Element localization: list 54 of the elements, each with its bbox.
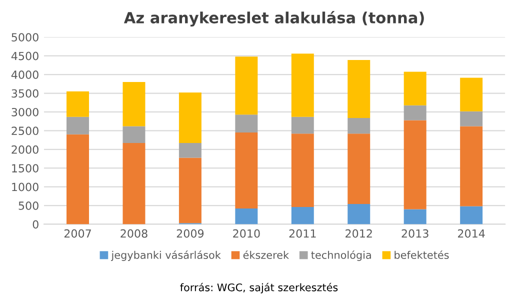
bar: [348, 134, 370, 204]
y-tick-label: 3500: [12, 89, 38, 98]
y-tick-label: 500: [18, 202, 38, 210]
bar: [348, 204, 370, 224]
bar: [178, 143, 202, 158]
bar: [66, 134, 90, 224]
x-tick-label: 2013: [402, 229, 428, 238]
bar: [122, 82, 146, 126]
x-tick-label: 2010: [233, 229, 260, 238]
bar: [460, 126, 483, 206]
bar: [291, 116, 314, 134]
bar: [460, 78, 483, 112]
bar: [235, 114, 258, 133]
legend-label: technológia: [311, 250, 371, 261]
x-tick-label: 2008: [120, 229, 148, 238]
bar: [348, 60, 370, 118]
bar: [291, 54, 314, 117]
x-tick-label: 2014: [458, 229, 485, 238]
bar: [235, 208, 258, 224]
bar: [235, 56, 258, 115]
y-tick-label: 2500: [12, 126, 38, 136]
bar: [291, 134, 314, 208]
x-tick-label: 2011: [289, 229, 316, 238]
y-tick-label: 4000: [11, 70, 38, 79]
bar: [66, 116, 90, 134]
x-tick-label: 2009: [176, 229, 204, 238]
y-tick-label: 3000: [12, 108, 38, 116]
bar: [178, 92, 202, 144]
legend-label: ékszerek: [243, 250, 290, 259]
y-tick-label: 5000: [12, 33, 38, 42]
bar: [404, 72, 426, 106]
bar: [404, 209, 426, 224]
y-tick-label: 1500: [12, 164, 38, 172]
bar: [122, 143, 146, 224]
legend-label: befektetés: [394, 250, 449, 259]
bar: [460, 206, 483, 224]
x-tick-label: 2012: [346, 229, 372, 238]
bar: [178, 158, 202, 224]
y-tick-label: 4500: [11, 52, 38, 60]
bar: [122, 126, 146, 144]
bar: [291, 207, 314, 224]
y-tick-label: 2000: [12, 145, 38, 154]
bar: [66, 91, 90, 117]
bar: [460, 111, 483, 126]
bar: [348, 118, 370, 134]
text: forrás: WGC, saját szerkesztés: [180, 282, 338, 294]
chart-title: Az aranykereslet alakulása (tonna): [124, 11, 424, 27]
bar: [235, 132, 258, 209]
bar: [404, 105, 426, 120]
y-tick-label: 0: [32, 220, 38, 229]
y-tick-label: 1000: [12, 182, 38, 192]
legend-label: jegybanki vásárlások: [111, 250, 221, 261]
x-tick-label: 2007: [64, 229, 91, 238]
bar: [404, 120, 426, 210]
